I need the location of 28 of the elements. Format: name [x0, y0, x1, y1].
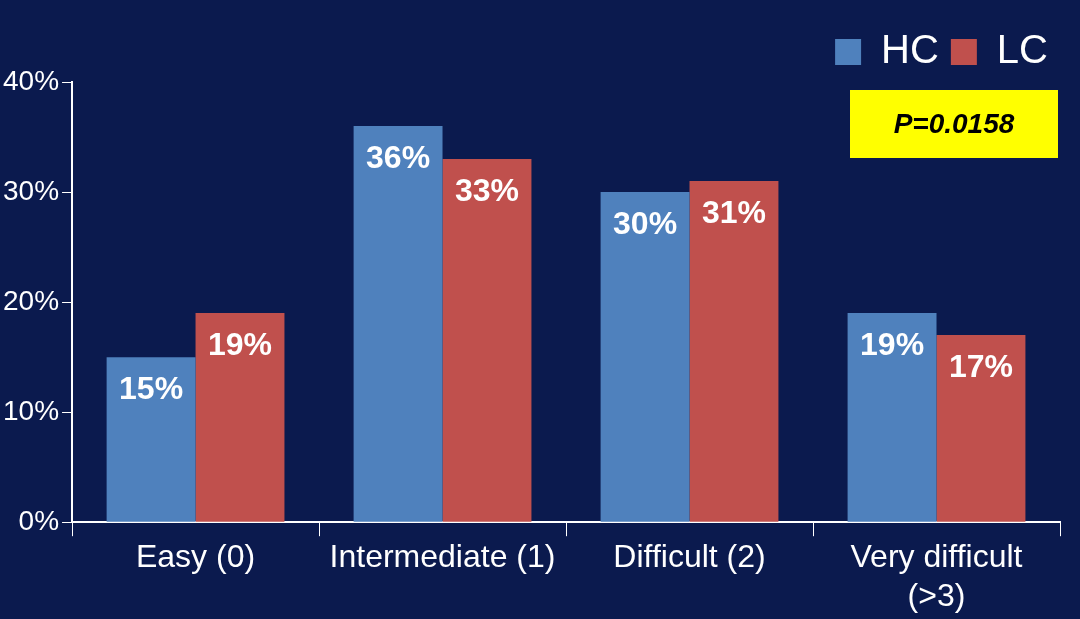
bar — [195, 313, 285, 522]
x-tick-label: Difficult (2) — [613, 538, 766, 575]
y-tick-label: 20% — [2, 284, 60, 316]
bar — [106, 357, 196, 522]
y-tick-label: 0% — [18, 504, 60, 536]
bar — [600, 192, 690, 522]
bar — [353, 126, 443, 522]
data-label: 33% — [454, 171, 520, 208]
bar — [442, 159, 532, 522]
bar — [689, 181, 779, 522]
data-label: 15% — [119, 369, 184, 406]
data-label: 36% — [366, 138, 431, 175]
data-label: 19% — [207, 325, 273, 362]
bar — [936, 335, 1026, 522]
data-label: 30% — [613, 204, 678, 241]
x-tick-label: Intermediate (1) — [329, 538, 556, 575]
data-label: 31% — [701, 193, 766, 230]
legend-label: HC — [881, 27, 939, 72]
bar — [847, 313, 937, 522]
data-label: 17% — [948, 347, 1013, 384]
y-tick-label: 10% — [2, 394, 60, 426]
y-tick-label: 40% — [2, 64, 60, 96]
legend-label: LC — [996, 27, 1049, 72]
data-label: 19% — [860, 325, 925, 362]
x-tick-label: Very difficult (>3) — [850, 538, 1023, 613]
annotation: P=0.0158 — [850, 90, 1058, 158]
y-tick-label: 30% — [2, 174, 60, 206]
x-tick-label: Easy (0) — [135, 538, 256, 575]
